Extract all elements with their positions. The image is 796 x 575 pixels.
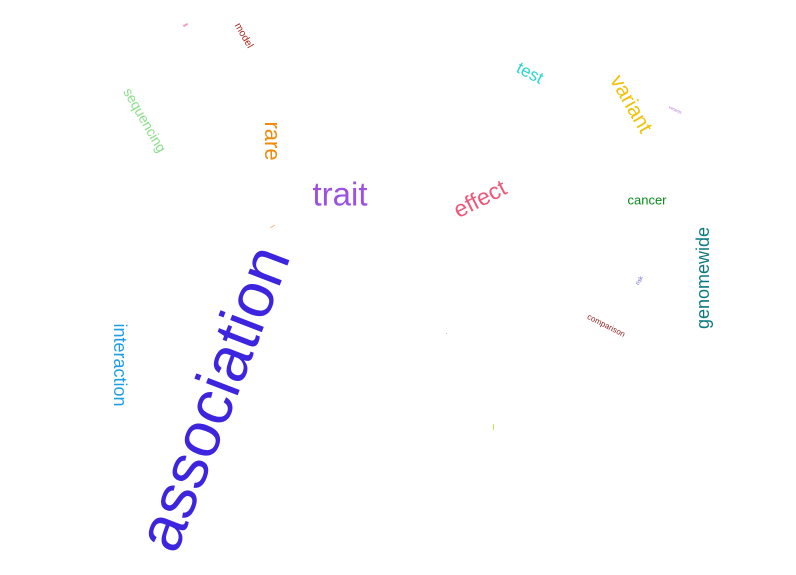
- word-test: test: [513, 58, 547, 88]
- word-rare: rare: [260, 121, 285, 161]
- tiny-word-mark: [493, 424, 494, 430]
- word-sequencing: sequencing: [120, 84, 170, 156]
- word-model: model: [231, 21, 256, 51]
- word-association: association: [122, 235, 304, 561]
- word-risk: risk: [635, 275, 645, 287]
- word-genomewide: genomewide: [693, 226, 713, 330]
- tiny-word-mark: [446, 333, 447, 334]
- tiny-word-mark: [270, 224, 275, 229]
- word-cancer: cancer: [627, 192, 667, 208]
- word-trait: trait: [312, 175, 368, 213]
- word-effect: effect: [448, 174, 511, 223]
- word-comparison: comparison: [585, 312, 627, 339]
- word-variant: variant: [605, 70, 657, 138]
- word-tiny: variants: [667, 104, 683, 115]
- word-interaction: interaction: [110, 323, 130, 407]
- tiny-word-mark: [182, 22, 189, 28]
